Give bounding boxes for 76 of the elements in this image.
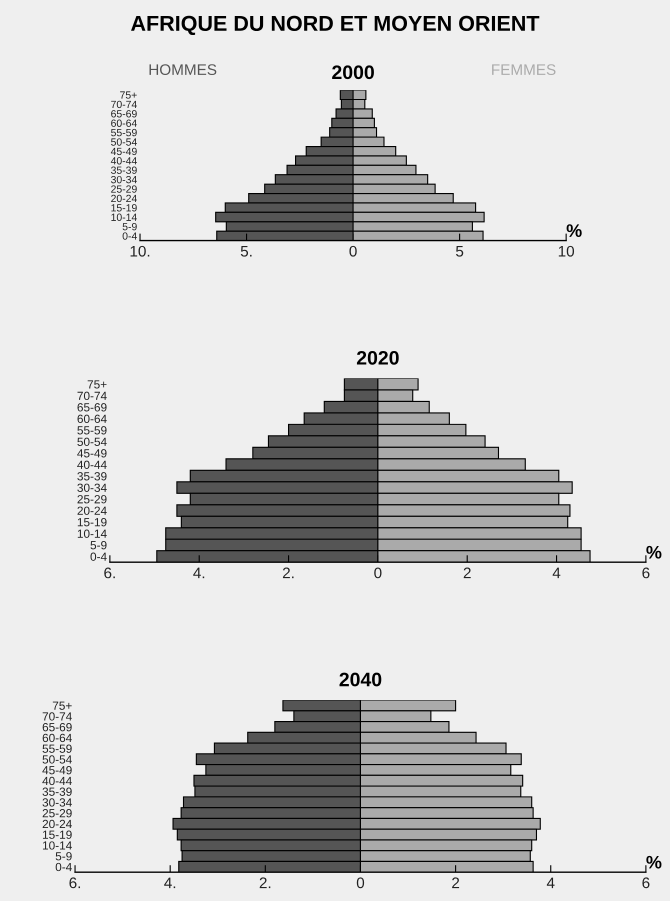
text: HOMMES bbox=[150, 64, 216, 76]
y-tick-label: 10-14 bbox=[78, 530, 107, 538]
y-tick-label: 25-29 bbox=[111, 185, 137, 193]
x-tick-label: 2 bbox=[452, 877, 460, 888]
x-axis-title: % bbox=[566, 224, 582, 237]
y-tick-label: 50-54 bbox=[42, 755, 72, 764]
y-tick-label: 70-74 bbox=[78, 392, 107, 400]
y-tick-label: 60-64 bbox=[42, 734, 72, 742]
y-tick-label: 40-44 bbox=[42, 776, 72, 786]
y-tick-label: 10-14 bbox=[111, 214, 137, 221]
y-tick-label: 60-64 bbox=[78, 414, 107, 424]
y-tick-label: 70-74 bbox=[42, 712, 72, 721]
x-tick-label: 5. bbox=[240, 246, 252, 257]
x-tick-label: 4. bbox=[193, 568, 204, 578]
y-tick-label: 20-24 bbox=[42, 820, 72, 828]
y-tick-label: 25-29 bbox=[42, 809, 72, 818]
y-tick-label: 65-69 bbox=[42, 723, 72, 732]
x-tick-label: 2 bbox=[464, 567, 471, 578]
y-tick-label: 0-4 bbox=[90, 552, 107, 561]
y-tick-label: 15-19 bbox=[111, 204, 137, 212]
x-axis-title: % bbox=[646, 546, 662, 559]
y-tick-label: 50-54 bbox=[111, 138, 137, 146]
y-tick-label: 75+ bbox=[52, 702, 72, 710]
y-tick-label: 65-69 bbox=[78, 403, 107, 412]
chart-title: 2040 bbox=[340, 672, 382, 686]
y-tick-label: 55-59 bbox=[111, 128, 137, 136]
x-axis-title: % bbox=[646, 856, 662, 869]
y-tick-label: 5-9 bbox=[90, 541, 107, 550]
x-tick-label: 2. bbox=[282, 567, 294, 578]
x-tick-label: 2. bbox=[260, 877, 270, 888]
y-tick-label: 45-49 bbox=[77, 449, 107, 458]
x-tick-label: 6. bbox=[69, 877, 80, 888]
x-tick-label: 4 bbox=[546, 878, 555, 888]
y-tick-label: 30-34 bbox=[77, 484, 107, 492]
y-tick-label: 0-4 bbox=[56, 862, 72, 872]
chart-title: AFRIQUE DU NORD ET MOYEN ORIENT bbox=[131, 16, 540, 36]
x-tick-label: 6 bbox=[642, 567, 650, 578]
y-tick-label: 35-39 bbox=[42, 788, 72, 796]
x-tick-label: 4 bbox=[552, 568, 560, 578]
x-tick-label: 6. bbox=[104, 567, 115, 578]
chart-title: 2020 bbox=[356, 350, 399, 365]
y-tick-label: 15-19 bbox=[42, 830, 72, 839]
y-tick-label: 20-24 bbox=[78, 506, 107, 515]
y-tick-label: 5-9 bbox=[122, 222, 137, 230]
chart-subtitle: 2000 bbox=[332, 65, 374, 80]
y-tick-label: 25-29 bbox=[78, 495, 107, 504]
y-tick-label: 60-64 bbox=[111, 120, 137, 127]
text: FEMMES bbox=[492, 64, 556, 76]
y-tick-label: 75+ bbox=[88, 380, 107, 389]
y-tick-label: 55-59 bbox=[77, 426, 107, 435]
y-tick-label: 5-9 bbox=[56, 852, 72, 860]
x-tick-label: 5 bbox=[456, 246, 464, 257]
x-tick-label: 10 bbox=[558, 246, 574, 257]
y-tick-label: 45-49 bbox=[42, 766, 72, 774]
x-tick-label: 0 bbox=[374, 567, 382, 578]
y-tick-label: 75+ bbox=[120, 91, 137, 99]
y-tick-label: 35-39 bbox=[111, 166, 137, 174]
y-tick-label: 30-34 bbox=[42, 798, 72, 807]
y-tick-label: 65-69 bbox=[111, 110, 137, 118]
y-tick-label: 55-59 bbox=[42, 744, 72, 753]
y-tick-label: 40-44 bbox=[110, 157, 137, 165]
x-tick-label: 4. bbox=[164, 878, 176, 888]
y-tick-label: 40-44 bbox=[77, 460, 107, 469]
y-tick-label: 20-24 bbox=[111, 194, 137, 202]
y-tick-label: 30-34 bbox=[111, 176, 137, 184]
y-tick-label: 15-19 bbox=[78, 518, 107, 526]
x-tick-label: 0 bbox=[349, 246, 357, 257]
y-tick-label: 50-54 bbox=[77, 438, 107, 446]
x-tick-label: 10. bbox=[130, 246, 150, 257]
y-tick-label: 45-49 bbox=[110, 148, 137, 156]
y-tick-label: 10-14 bbox=[42, 841, 72, 850]
x-tick-label: 6 bbox=[642, 877, 650, 888]
x-tick-label: 0 bbox=[356, 877, 364, 888]
y-tick-label: 70-74 bbox=[111, 100, 137, 108]
y-tick-label: 0-4 bbox=[122, 232, 137, 240]
y-tick-label: 35-39 bbox=[77, 472, 107, 480]
